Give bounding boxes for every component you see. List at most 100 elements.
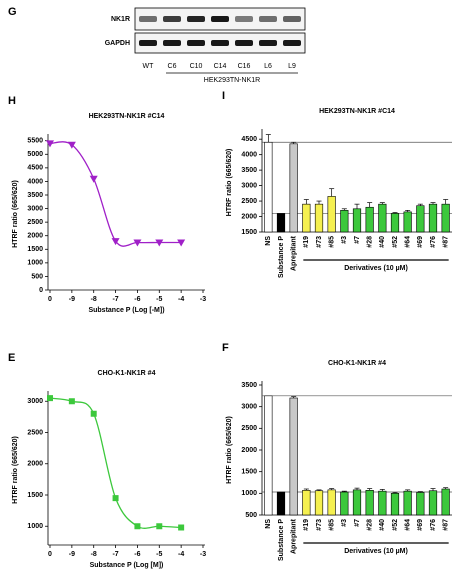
y-tick-label: 3500 [241, 167, 257, 174]
bar [264, 395, 273, 516]
x-tick-label: #73 [316, 519, 323, 531]
bar [264, 141, 273, 233]
y-tick-label: 4000 [241, 152, 257, 159]
curve [49, 141, 182, 247]
y-tick-label: 1500 [27, 492, 43, 499]
x-tick-label: -9 [69, 296, 75, 303]
y-axis-label: HTRF ratio (665/620) [226, 149, 233, 217]
y-tick-label: 3500 [27, 192, 43, 199]
x-tick-label: #28 [367, 519, 374, 531]
point [111, 238, 120, 246]
y-tick-label: 1500 [27, 246, 43, 253]
x-tick-label: -4 [178, 551, 184, 558]
bar [340, 210, 349, 233]
panel-label: I [222, 90, 225, 102]
x-tick-label: #3 [341, 236, 348, 244]
point [178, 524, 185, 531]
bar [403, 211, 412, 233]
lane-label: C10 [190, 63, 203, 70]
bar [302, 203, 311, 233]
point [177, 239, 186, 247]
y-tick-label: 2500 [241, 198, 257, 205]
bar [340, 491, 349, 516]
group-label: Derivatives (10 µM) [344, 265, 408, 272]
y-tick-label: 2000 [241, 213, 257, 220]
panel-label: E [8, 352, 15, 364]
bar [441, 488, 450, 516]
point [68, 398, 75, 405]
y-tick-label: 4500 [27, 165, 43, 172]
point [89, 175, 98, 183]
y-tick-label: 2000 [241, 447, 257, 454]
lane-label: C16 [238, 63, 251, 70]
x-tick-label: #64 [405, 236, 412, 248]
x-tick-label: -6 [134, 296, 140, 303]
y-tick-label: 4500 [241, 136, 257, 143]
bar [428, 203, 438, 233]
x-tick-label: #19 [303, 519, 310, 531]
y-tick-label: 500 [31, 273, 43, 280]
x-tick-label: NS [265, 236, 272, 246]
x-tick-label: 0 [48, 551, 52, 558]
point [134, 523, 141, 530]
x-tick-label: -9 [69, 551, 75, 558]
bar [416, 492, 425, 516]
x-tick-label: Substance P [278, 236, 285, 278]
x-tick-label: #64 [405, 519, 412, 531]
bar [365, 206, 374, 233]
bar [390, 213, 400, 233]
bar [314, 490, 324, 516]
point [112, 495, 119, 502]
x-tick-label: #40 [379, 519, 386, 531]
bar [314, 203, 324, 233]
x-tick-label: #76 [430, 519, 437, 531]
lane-label: WT [143, 63, 155, 70]
y-tick-label: 5000 [27, 151, 43, 158]
chart-title: HEK293TN-NK1R #C14 [89, 113, 165, 120]
y-tick-label: 3000 [27, 205, 43, 212]
y-tick-label: 2500 [27, 219, 43, 226]
y-axis-label: HTRF ratio (665/620) [12, 180, 19, 248]
band [283, 16, 301, 22]
point [90, 410, 97, 417]
point [155, 239, 164, 247]
x-tick-label: -3 [200, 296, 206, 303]
y-tick-label: 2000 [27, 461, 43, 468]
y-tick-label: 0 [39, 287, 43, 294]
lane-label: C14 [214, 63, 227, 70]
bar [289, 143, 298, 233]
y-tick-label: 2000 [27, 233, 43, 240]
x-tick-label: #73 [316, 236, 323, 248]
x-axis-label: Substance P (Log [M]) [90, 562, 164, 569]
y-tick-label: 2500 [27, 429, 43, 436]
x-tick-label: -7 [112, 551, 118, 558]
band [235, 40, 253, 46]
bar [378, 203, 387, 233]
lane-label: C6 [168, 63, 177, 70]
band [187, 40, 205, 46]
bar [352, 208, 362, 233]
band [235, 16, 253, 22]
x-tick-label: -8 [91, 551, 97, 558]
x-tick-label: #85 [329, 519, 336, 531]
y-tick-label: 500 [245, 512, 257, 519]
point [67, 141, 76, 149]
x-tick-label: #69 [417, 519, 424, 531]
x-tick-label: NS [265, 519, 272, 529]
y-tick-label: 1000 [27, 523, 43, 530]
y-axis-label: HTRF ratio (665/620) [12, 436, 19, 504]
bar [441, 203, 450, 233]
x-tick-label: -8 [91, 296, 97, 303]
x-tick-label: -5 [156, 296, 162, 303]
x-tick-label: -5 [156, 551, 162, 558]
x-tick-label: -7 [112, 296, 118, 303]
chart-title: CHO-K1-NK1R #4 [328, 360, 386, 367]
y-tick-label: 3000 [241, 404, 257, 411]
bar [276, 213, 286, 233]
x-tick-label: 0 [48, 296, 52, 303]
band [259, 40, 277, 46]
x-tick-label: #87 [443, 236, 450, 248]
x-tick-label: Aprepitant [291, 235, 298, 271]
bar [327, 489, 336, 516]
